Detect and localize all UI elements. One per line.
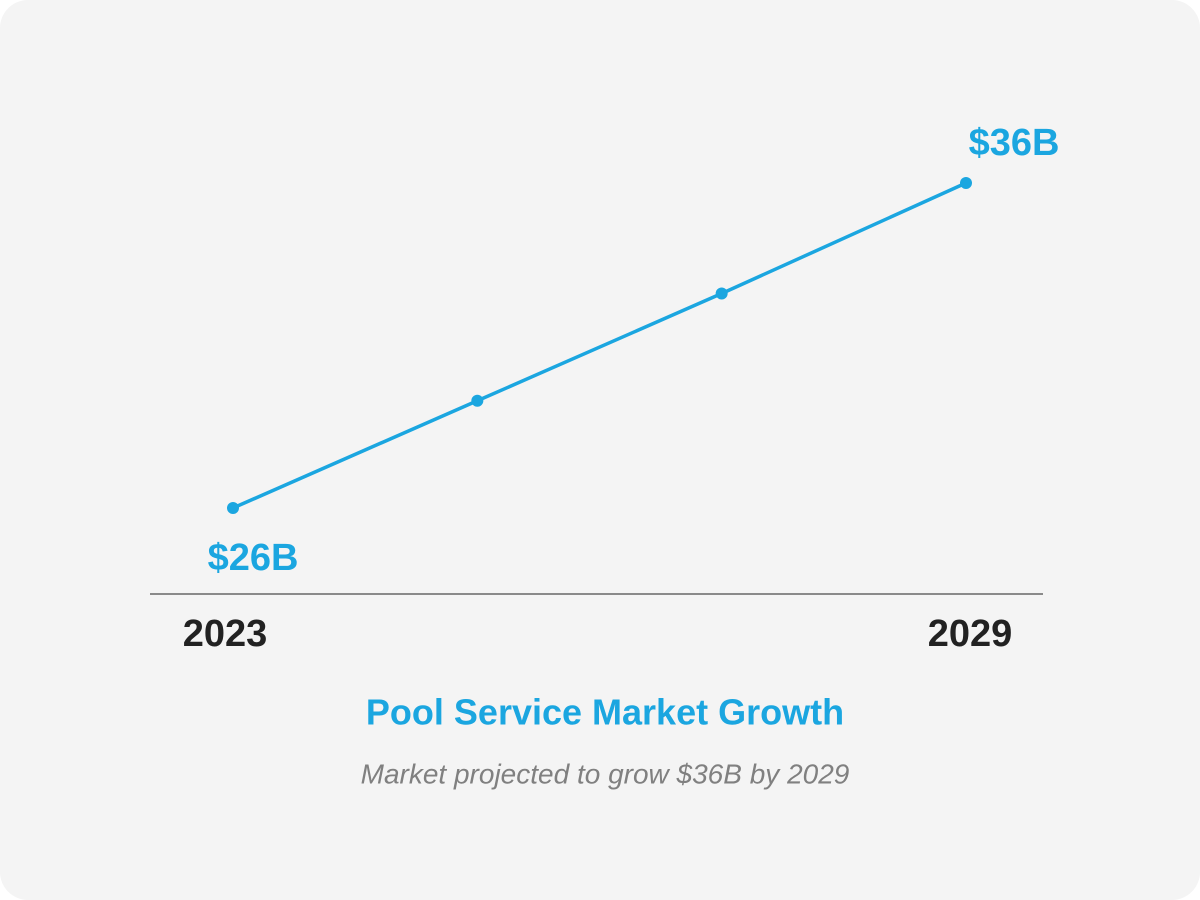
point <box>715 287 728 300</box>
x-tick-label: 2029 <box>928 613 1013 655</box>
x-tick-label: 2023 <box>183 613 268 655</box>
point <box>471 394 484 407</box>
chart-subtitle: Market projected to grow $36B by 2029 <box>361 758 850 789</box>
point <box>227 502 239 514</box>
value-label: $36B <box>969 122 1060 164</box>
value-label: $26B <box>208 537 299 579</box>
point <box>960 177 972 189</box>
line <box>232 181 967 510</box>
chart-title: Pool Service Market Growth <box>366 692 844 733</box>
